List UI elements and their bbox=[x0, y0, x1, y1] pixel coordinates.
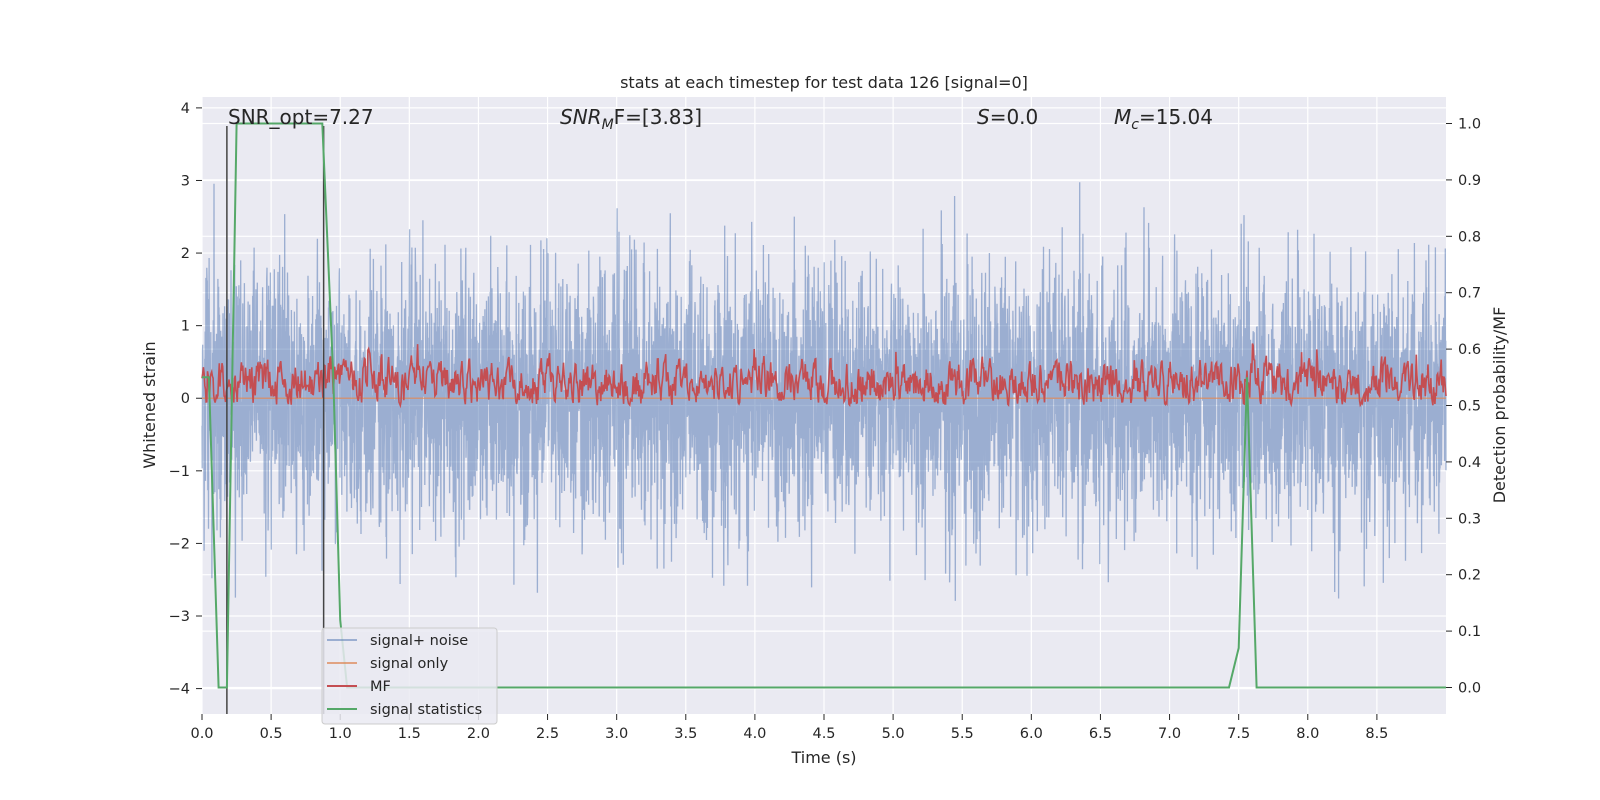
x-tick-label: 0.5 bbox=[260, 726, 283, 742]
y-tick-label: −4 bbox=[169, 682, 190, 698]
annotation-mc-rest: =15.04 bbox=[1139, 105, 1213, 129]
y2-tick-label: 0.9 bbox=[1458, 173, 1481, 189]
annotation-snr-mf: SNRMF=[3.83] bbox=[560, 105, 702, 133]
series-signal-statistics bbox=[202, 122, 1446, 689]
y-tick-label: 2 bbox=[181, 246, 190, 262]
x-tick-label: 5.0 bbox=[882, 726, 905, 742]
annotation-mc-sub: c bbox=[1131, 117, 1139, 133]
y-tick-label: 3 bbox=[181, 173, 190, 189]
x-tick-label: 4.5 bbox=[812, 726, 835, 742]
x-tick-label: 0.0 bbox=[190, 726, 213, 742]
x-tick-label: 3.5 bbox=[674, 726, 697, 742]
y-tick-label: −3 bbox=[169, 609, 190, 625]
legend-label-signal-statistics: signal statistics bbox=[370, 702, 482, 718]
y2-tick-label: 0.3 bbox=[1458, 511, 1481, 527]
annotation-s-rest: =0.0 bbox=[990, 105, 1039, 129]
y-tick-label: −2 bbox=[169, 536, 190, 552]
x-axis: 0.0 0.5 1.0 1.5 2.0 2.5 3.0 3.5 4.0 4.5 5.0 5.5 6.0 6… bbox=[190, 714, 1388, 742]
x-tick-label: 3.0 bbox=[605, 726, 628, 742]
series-signal-noise bbox=[201, 182, 1447, 601]
y-tick-label: 0 bbox=[181, 391, 190, 407]
y2-tick-label: 0.4 bbox=[1458, 455, 1481, 471]
legend: signal+ noise signal only MF signal stat… bbox=[321, 627, 498, 725]
x-axis-label: Time (s) bbox=[790, 748, 856, 767]
legend-box bbox=[321, 627, 498, 725]
y-tick-label: −1 bbox=[169, 464, 190, 480]
annotation-mc-main: M bbox=[1114, 105, 1131, 129]
x-tick-label: 2.5 bbox=[536, 726, 559, 742]
annotation-snr-mf-rest: F=[3.83] bbox=[614, 105, 702, 129]
y-axis-left: 4 3 2 1 0 −1 −2 −3 −4 bbox=[169, 101, 202, 698]
y2-tick-label: 0.2 bbox=[1458, 568, 1481, 584]
x-tick-label: 2.0 bbox=[467, 726, 490, 742]
x-tick-label: 8.5 bbox=[1365, 726, 1388, 742]
annotation-snr-mf-main: SNR bbox=[560, 105, 602, 129]
x-tick-label: 4.0 bbox=[743, 726, 766, 742]
x-tick-label: 5.5 bbox=[951, 726, 974, 742]
y2-tick-label: 0.6 bbox=[1458, 342, 1481, 358]
x-tick-label: 6.5 bbox=[1089, 726, 1112, 742]
annotation-s: S=0.0 bbox=[977, 105, 1038, 129]
x-tick-label: 7.5 bbox=[1227, 726, 1250, 742]
plot-area bbox=[201, 122, 1447, 714]
y-axis-right: 1.0 0.9 0.8 0.7 0.6 0.5 0.4 0.3 0.2 0.1 0.0 bbox=[1446, 117, 1481, 696]
annotation-s-main: S bbox=[977, 105, 990, 129]
legend-label-mf: MF bbox=[370, 679, 391, 695]
y-axis-label: Whitened strain bbox=[140, 341, 159, 468]
y2-tick-label: 0.7 bbox=[1458, 286, 1481, 302]
annotation-snr-opt: SNR_opt=7.27 bbox=[228, 105, 374, 129]
x-tick-label: 6.0 bbox=[1020, 726, 1043, 742]
x-tick-label: 1.0 bbox=[329, 726, 352, 742]
y-tick-label: 1 bbox=[181, 319, 190, 335]
y2-axis-label: Detection probability/MF bbox=[1490, 307, 1509, 504]
series-mf bbox=[201, 343, 1447, 409]
chart-title: stats at each timestep for test data 126… bbox=[620, 73, 1028, 92]
legend-label-signal-noise: signal+ noise bbox=[370, 633, 468, 649]
y2-tick-label: 0.1 bbox=[1458, 624, 1481, 640]
annotation-snr-mf-sub: M bbox=[602, 117, 614, 133]
x-tick-label: 8.0 bbox=[1296, 726, 1319, 742]
y2-tick-label: 1.0 bbox=[1458, 117, 1481, 133]
y-tick-label: 4 bbox=[181, 101, 190, 117]
y2-tick-label: 0.5 bbox=[1458, 399, 1481, 415]
x-tick-label: 1.5 bbox=[398, 726, 421, 742]
legend-label-signal-only: signal only bbox=[370, 656, 449, 672]
x-tick-label: 7.0 bbox=[1158, 726, 1181, 742]
y2-tick-label: 0.8 bbox=[1458, 229, 1481, 245]
annotation-mc: Mc=15.04 bbox=[1114, 105, 1213, 133]
y2-tick-label: 0.0 bbox=[1458, 680, 1481, 696]
